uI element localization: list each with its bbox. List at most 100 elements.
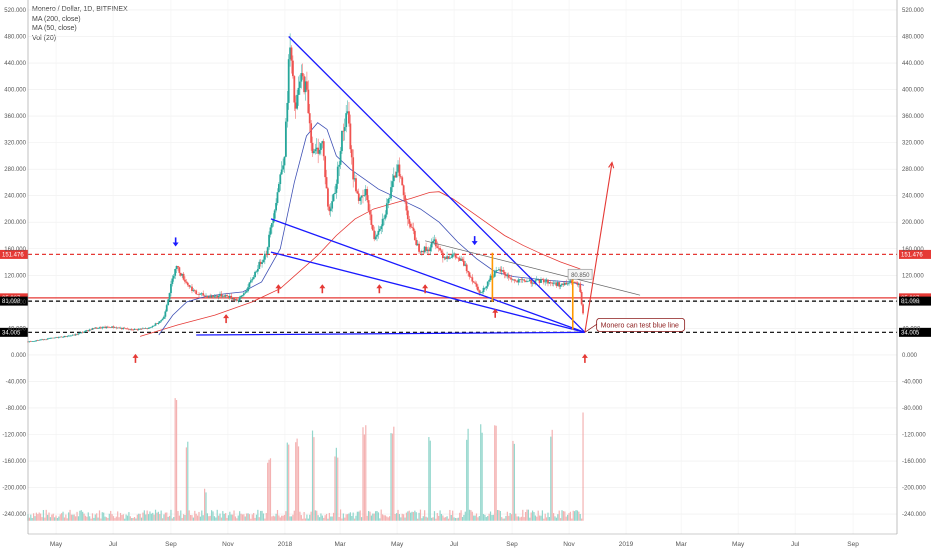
volume-bar	[376, 510, 378, 521]
candle-body	[104, 326, 106, 328]
level-tag-right	[899, 327, 931, 337]
volume-bar	[90, 518, 92, 521]
level-label-right: 34.005	[901, 330, 920, 336]
volume-bar	[527, 509, 529, 521]
candle-body	[57, 337, 60, 338]
candle-body	[363, 195, 366, 196]
candle-body	[500, 270, 503, 272]
candle-body	[237, 300, 240, 301]
volume-bar	[139, 513, 141, 521]
volume-bar	[170, 509, 172, 521]
volume-bar	[45, 509, 47, 521]
volume-bar	[457, 517, 459, 521]
volume-bar	[297, 446, 300, 521]
volume-bar	[334, 456, 336, 521]
trend-line	[288, 36, 586, 333]
volume-bar	[428, 437, 430, 521]
volume-bar	[567, 514, 569, 521]
candle-body	[108, 327, 111, 328]
volume-bar	[565, 516, 567, 521]
volume-bar	[299, 511, 301, 521]
volume-bar	[248, 514, 251, 521]
volume-bar	[411, 511, 413, 521]
candle-body	[304, 81, 307, 93]
candle-body	[28, 341, 31, 343]
volume-bar	[262, 513, 265, 521]
volume-bar	[474, 515, 476, 521]
volume-bar	[568, 513, 570, 521]
volume-bar	[49, 517, 52, 521]
volume-bar	[412, 512, 415, 521]
candle-body	[556, 282, 559, 286]
candle-body	[77, 333, 80, 335]
volume-bar	[275, 513, 277, 521]
candle-body	[562, 283, 565, 285]
volume-bar	[341, 518, 343, 521]
candle-body	[383, 218, 385, 220]
candle-body	[441, 252, 444, 259]
volume-bar	[335, 447, 337, 521]
candle-body	[206, 295, 209, 298]
candle-body	[115, 327, 118, 329]
candle-body	[106, 326, 109, 328]
volume-bar	[269, 458, 272, 521]
volume-bar	[495, 425, 497, 521]
level-label-right: 151.476	[901, 252, 923, 258]
volume-bar	[227, 515, 230, 521]
candle-body	[317, 147, 320, 154]
volume-bar	[246, 513, 248, 521]
candle-body	[399, 176, 402, 178]
candle-body	[576, 282, 579, 285]
candle-body	[436, 246, 439, 248]
volume-bar	[261, 510, 263, 521]
volume-bar	[342, 513, 344, 521]
volume-bar	[520, 516, 522, 521]
volume-bar	[513, 443, 515, 521]
y-tick-left: 80.000	[8, 300, 27, 306]
volume-bar	[394, 514, 396, 521]
x-tick: Mar	[334, 541, 346, 548]
volume-bar	[173, 517, 175, 521]
volume-bar	[69, 509, 71, 521]
volume-bar	[38, 512, 40, 521]
candle-body	[513, 279, 516, 281]
y-tick-left: 480.000	[4, 34, 26, 40]
volume-bar	[285, 511, 287, 521]
candle-body	[157, 322, 160, 324]
candle-body	[182, 273, 185, 280]
volume-bar	[517, 516, 520, 521]
candle-body	[367, 200, 370, 211]
candle-body	[321, 141, 324, 144]
candle-body	[325, 177, 328, 189]
volume-bar	[485, 517, 487, 521]
volume-bar	[530, 512, 532, 521]
volume-bar	[253, 512, 255, 521]
volume-bar	[63, 517, 66, 521]
candle-body	[535, 279, 538, 281]
candle-body	[165, 305, 168, 312]
volume-bar	[222, 511, 224, 521]
volume-bar	[531, 510, 534, 521]
y-tick-right: -200.000	[902, 486, 926, 492]
volume-bar	[379, 518, 381, 521]
level-label-left: 151.476	[2, 252, 24, 258]
volume-bar	[533, 512, 535, 521]
candle-body	[521, 279, 524, 281]
volume-bar	[28, 517, 31, 521]
candle-body	[509, 277, 512, 279]
volume-bar	[87, 512, 89, 521]
volume-bar	[582, 412, 584, 521]
candle-body	[193, 290, 196, 291]
volume-bar	[415, 512, 417, 521]
volume-bar	[168, 515, 171, 521]
volume-bar	[213, 516, 216, 521]
candle-body	[327, 188, 329, 207]
candle-body	[38, 340, 41, 341]
candle-body	[332, 194, 335, 202]
volume-bar	[226, 517, 228, 521]
candle-body	[133, 328, 136, 331]
volume-bar	[180, 510, 182, 521]
volume-bar	[164, 512, 166, 521]
candle-body	[349, 123, 352, 150]
